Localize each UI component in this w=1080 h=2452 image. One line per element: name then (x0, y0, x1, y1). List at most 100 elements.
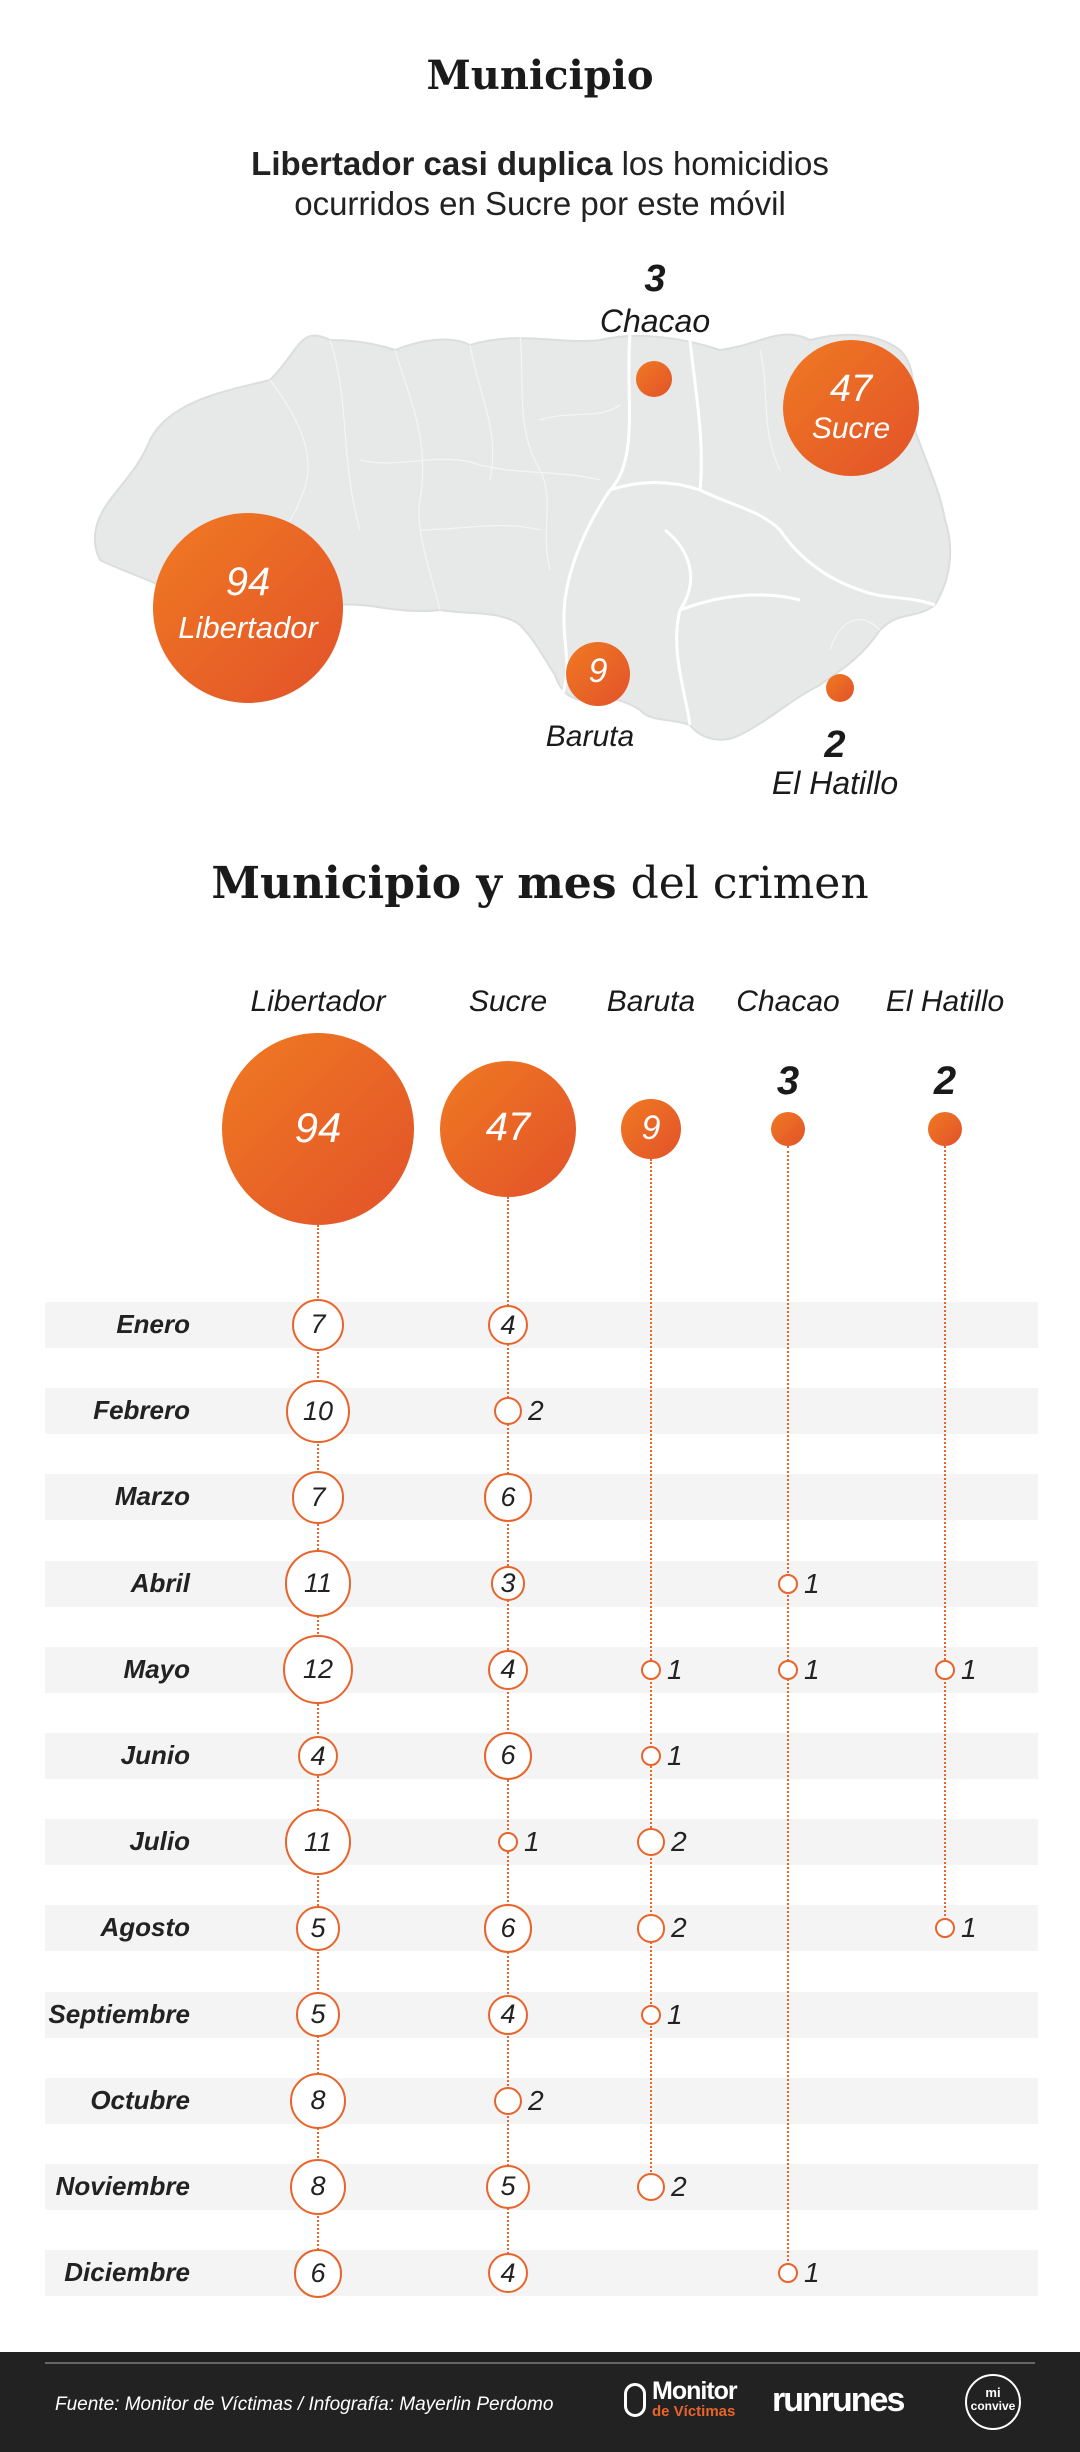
total-value: 3 (776, 1059, 800, 1103)
month-label: Enero (116, 1309, 190, 1339)
column-connector (944, 1146, 946, 1929)
month-label: Abril (130, 1567, 190, 1598)
month-row-stripe (45, 1302, 1038, 1348)
month-row-stripe (45, 2250, 1038, 2297)
section-title-rest: del crimen (616, 858, 869, 909)
monitor-logo-line2: de Víctimas (652, 2403, 736, 2420)
map-bubble-baruta (566, 642, 630, 706)
footer-divider (45, 2362, 1035, 2364)
month-row-stripe (45, 2164, 1038, 2210)
month-value-ring (935, 1659, 955, 1680)
map-bubble-libertador (153, 513, 343, 703)
month-label: Mayo (123, 1653, 190, 1684)
total-value: 2 (933, 1059, 957, 1103)
month-value-ring: 3 (490, 1566, 526, 1601)
runrunes-logo: runrunes (772, 2381, 905, 2419)
column-header: El Hatillo (885, 985, 1005, 1018)
month-row-stripe (45, 1474, 1038, 1521)
source-credit: Fuente: Monitor de Víctimas / Infografía… (55, 2394, 554, 2415)
month-row-stripe (45, 1905, 1038, 1952)
month-value-ring: 6 (483, 1731, 533, 1781)
month-value-ring (636, 1828, 666, 1857)
month-value-ring: 6 (293, 2248, 343, 2298)
section-title: Municipio y mes del crimen (0, 858, 1080, 909)
map-value-baruta: 9 (588, 652, 608, 690)
month-value-ring: 5 (485, 2164, 531, 2210)
month-label: Febrero (93, 1395, 190, 1426)
map-value-sucre: 47 (829, 368, 873, 410)
month-value-ring: 11 (284, 1809, 352, 1876)
month-value-label: 2 (528, 2084, 544, 2116)
month-value-ring (778, 1659, 798, 1680)
subtitle-rest: los homicidios (612, 145, 829, 182)
month-value-ring (641, 1659, 661, 1680)
total-bubble (928, 1112, 962, 1146)
month-value-label: 1 (524, 1826, 540, 1858)
map-bubble-chacao (636, 361, 672, 397)
mi-convive-logo: mi convive (965, 2374, 1021, 2430)
month-value-ring (636, 1914, 666, 1943)
month-value-ring (498, 1832, 518, 1853)
month-value-ring: 8 (289, 2158, 347, 2216)
total-value: 94 (294, 1103, 342, 1151)
map-label-baruta: Baruta (545, 720, 635, 753)
section-title-bold: Municipio y mes (211, 858, 617, 909)
month-label: Julio (129, 1826, 190, 1857)
map-label-sucre: Sucre (811, 412, 891, 445)
monitor-logo-line1: Monitor (652, 2377, 738, 2405)
subtitle-bold: Libertador casi duplica (251, 145, 613, 182)
month-value-ring: 5 (295, 1906, 341, 1951)
month-value-ring: 4 (488, 1305, 528, 1345)
month-label: Junio (120, 1740, 190, 1770)
total-bubble (621, 1099, 681, 1159)
month-label: Septiembre (48, 1998, 190, 2029)
map-value-chacao: 3 (644, 258, 666, 300)
month-value-ring: 4 (488, 2253, 528, 2294)
month-value-label: 2 (671, 1826, 687, 1858)
month-label: Diciembre (64, 2257, 190, 2288)
month-value-ring: 7 (291, 1298, 345, 1352)
page-subtitle: Libertador casi duplica los homicidios o… (140, 144, 940, 224)
column-connector (787, 1146, 789, 2274)
month-row-stripe (45, 1733, 1038, 1779)
month-row-stripe (45, 1819, 1038, 1866)
month-value-label: 1 (804, 1653, 820, 1685)
map-label-libertador: Libertador (178, 610, 318, 645)
month-value-ring (493, 1397, 523, 1426)
month-value-ring: 7 (291, 1470, 345, 1524)
column-header: Sucre (468, 985, 548, 1018)
month-value-ring (778, 1573, 798, 1594)
month-value-label: 1 (961, 1912, 977, 1944)
monitor-de-victimas-logo: Monitor de Víctimas (620, 2375, 750, 2425)
month-value-label: 2 (528, 1395, 544, 1427)
month-value-ring: 4 (298, 1736, 338, 1776)
map-bubble-el-hatillo (826, 674, 854, 702)
month-value-label: 2 (671, 2171, 687, 2202)
mi-convive-line2: convive (970, 2399, 1016, 2413)
month-value-ring: 8 (289, 2072, 347, 2130)
month-value-ring (778, 2263, 798, 2284)
month-value-label: 1 (804, 2257, 820, 2289)
month-value-ring: 6 (483, 1903, 533, 1953)
total-value: 9 (641, 1108, 661, 1147)
month-value-ring: 6 (483, 1472, 533, 1522)
subtitle-line2: ocurridos en Sucre por este móvil (294, 185, 786, 222)
caracas-map: 94 Libertador 47 Sucre 9 Baruta 3 Chacao… (0, 230, 1080, 830)
month-value-label: 1 (804, 1567, 820, 1599)
month-value-label: 1 (961, 1653, 977, 1685)
footer (0, 2352, 1080, 2452)
month-value-ring: 5 (295, 1992, 341, 2037)
month-value-ring: 4 (488, 1649, 528, 1690)
month-value-ring: 4 (488, 1994, 528, 2035)
month-value-label: 1 (667, 1998, 683, 2030)
month-row-stripe (45, 1991, 1038, 2038)
map-shape (93, 333, 952, 741)
month-row-stripe (45, 1388, 1038, 1435)
month-row-stripe (45, 1646, 1038, 1693)
month-label: Agosto (100, 1912, 190, 1943)
total-bubble (770, 1111, 806, 1147)
map-bubble-sucre (783, 340, 919, 476)
map-label-chacao: Chacao (599, 303, 711, 339)
month-value-ring (636, 2172, 666, 2202)
total-bubble (222, 1033, 414, 1225)
